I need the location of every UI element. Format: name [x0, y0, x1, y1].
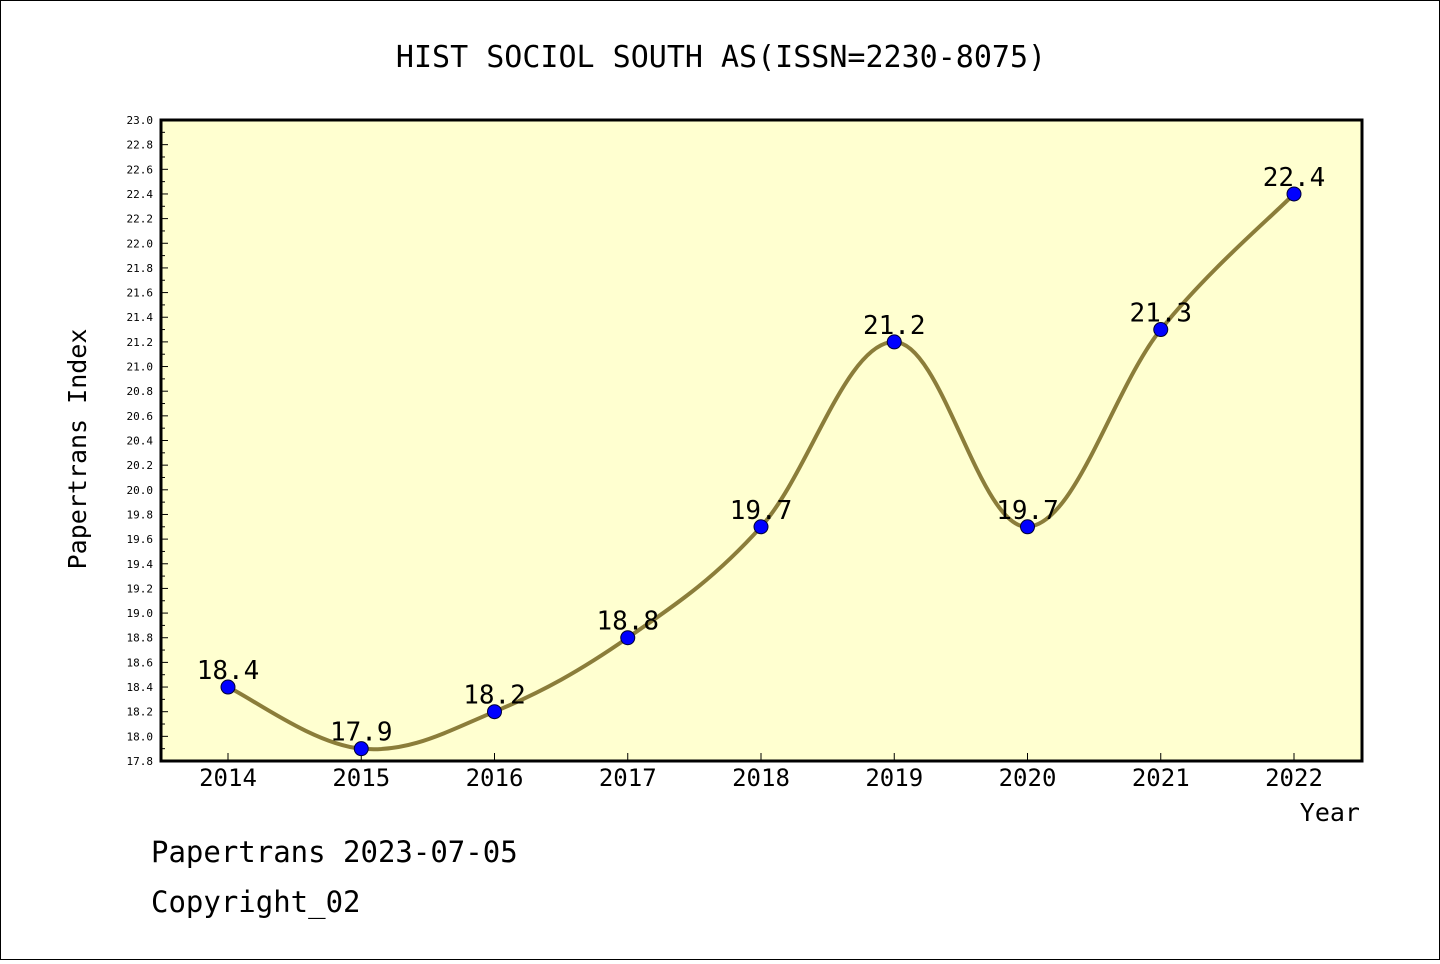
data-label: 21.3	[1129, 299, 1192, 329]
y-tick-label: 19.2	[127, 582, 154, 595]
y-tick-label: 21.8	[127, 262, 154, 275]
x-tick-label: 2021	[1132, 764, 1190, 792]
x-tick-label: 2020	[999, 764, 1057, 792]
y-axis-label: Papertrans Index	[63, 329, 92, 570]
data-point	[1153, 322, 1169, 338]
data-point	[487, 704, 502, 720]
y-tick-label: 20.2	[127, 459, 154, 472]
x-axis: 2014 2015 2016 2017 2018 2019 2020 2021 2022	[199, 753, 1323, 792]
data-point	[886, 334, 902, 350]
data-label: 19.7	[996, 496, 1059, 526]
data-point	[1020, 519, 1035, 535]
data-label: 18.8	[596, 607, 659, 637]
data-point	[220, 679, 236, 695]
y-tick-label: 21.4	[127, 311, 154, 324]
y-tick-label: 19.4	[127, 558, 154, 571]
chart-title: HIST SOCIOL SOUTH AS(ISSN=2230-8075)	[396, 40, 1046, 75]
y-tick-label: 18.6	[127, 656, 154, 669]
x-tick-label: 2018	[732, 764, 790, 792]
data-point	[620, 630, 636, 646]
data-labels: 18.4 17.9 18.2 18.8 19.7 21.2 19.7 21.3 22.4	[197, 163, 1326, 748]
y-tick-label: 22.4	[127, 188, 154, 201]
y-tick-label: 19.6	[127, 533, 154, 546]
data-point	[1286, 186, 1302, 202]
footer-date: Papertrans 2023-07-05	[151, 835, 518, 869]
y-tick-label: 22.6	[127, 163, 154, 176]
x-tick-label: 2017	[599, 764, 657, 792]
y-tick-label: 23.0	[127, 114, 154, 127]
data-label: 17.9	[330, 718, 393, 748]
y-tick-label: 18.4	[127, 681, 154, 694]
y-tick-label: 22.0	[127, 237, 154, 250]
y-tick-label: 18.0	[127, 730, 154, 743]
data-point	[753, 519, 769, 535]
y-tick-label: 21.6	[127, 287, 154, 300]
y-tick-label: 20.4	[127, 435, 154, 448]
x-tick-label: 2022	[1265, 764, 1323, 792]
y-tick-label: 21.0	[127, 361, 154, 374]
data-point	[353, 741, 369, 757]
y-tick-label: 17.8	[127, 755, 154, 768]
footer-copyright: Copyright_02	[151, 885, 361, 919]
data-label: 18.4	[197, 656, 260, 686]
data-label: 21.2	[863, 311, 926, 341]
y-tick-label: 21.2	[127, 336, 154, 349]
data-label: 18.2	[463, 681, 526, 711]
y-tick-label: 20.0	[127, 484, 154, 497]
y-tick-label: 19.8	[127, 508, 154, 521]
y-tick-label: 18.2	[127, 706, 154, 719]
y-tick-label: 19.0	[127, 607, 154, 620]
y-tick-label: 22.8	[127, 139, 154, 152]
data-label: 22.4	[1263, 163, 1326, 193]
series-line	[227, 192, 1296, 752]
y-axis: 17.8 18.0 18.2 18.4 18.6 18.8 19.0 19.2 19.4 19.6…	[127, 114, 168, 768]
data-points	[220, 186, 1302, 757]
x-axis-label: Year	[1300, 798, 1360, 827]
y-tick-label: 18.8	[127, 632, 154, 645]
y-tick-label: 20.6	[127, 410, 154, 423]
x-tick-label: 2019	[865, 764, 923, 792]
plot-area	[159, 118, 1364, 763]
y-tick-label: 20.8	[127, 385, 154, 398]
x-tick-label: 2014	[199, 764, 257, 792]
x-tick-label: 2016	[466, 764, 524, 792]
y-tick-label: 22.2	[127, 213, 154, 226]
data-label: 19.7	[730, 496, 793, 526]
x-tick-label: 2015	[332, 764, 390, 792]
